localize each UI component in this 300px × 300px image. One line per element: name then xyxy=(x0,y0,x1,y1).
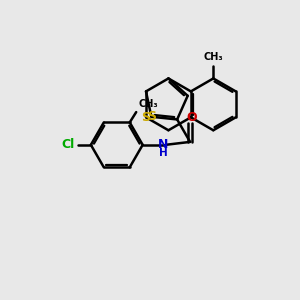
Text: H: H xyxy=(159,148,167,158)
Text: S: S xyxy=(147,110,156,123)
Text: CH₃: CH₃ xyxy=(203,52,223,62)
Text: N: N xyxy=(158,138,168,151)
Text: O: O xyxy=(186,111,197,124)
Text: Cl: Cl xyxy=(62,138,75,151)
Text: CH₃: CH₃ xyxy=(139,99,158,109)
Text: S: S xyxy=(142,111,151,124)
